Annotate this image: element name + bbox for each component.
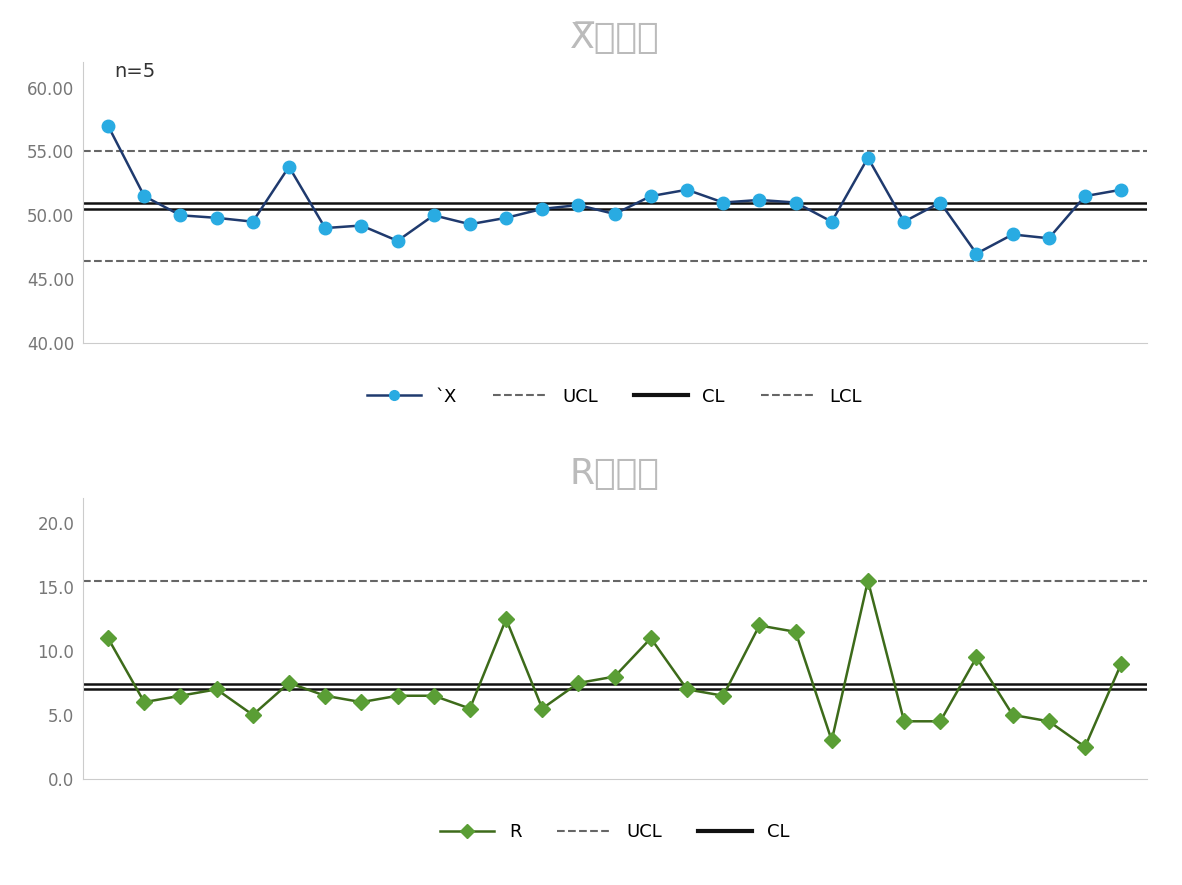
Title: X̅管理図: X̅管理図 <box>570 21 660 55</box>
Legend: `X, UCL, CL, LCL: `X, UCL, CL, LCL <box>361 381 869 412</box>
Text: n=5: n=5 <box>115 62 156 81</box>
Title: R管理図: R管理図 <box>570 457 660 491</box>
Legend: R, UCL, CL: R, UCL, CL <box>433 816 797 849</box>
